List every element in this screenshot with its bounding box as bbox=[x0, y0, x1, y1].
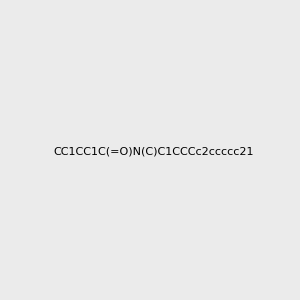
Text: CC1CC1C(=O)N(C)C1CCCc2ccccc21: CC1CC1C(=O)N(C)C1CCCc2ccccc21 bbox=[53, 146, 254, 157]
